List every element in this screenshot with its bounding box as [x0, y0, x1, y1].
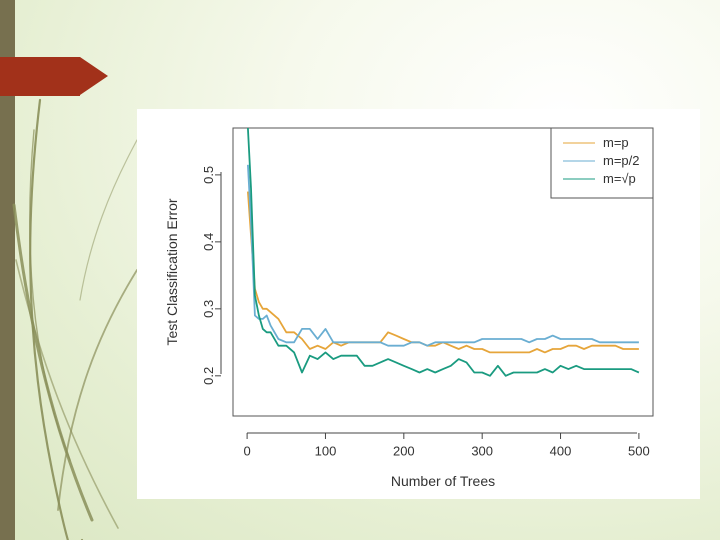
- series-line-2: [247, 127, 640, 377]
- legend-box: [550, 127, 654, 199]
- x-ticks: 0 100 200 300 400 500: [243, 433, 650, 459]
- series-line-0: [247, 191, 639, 354]
- series-lines: [247, 127, 640, 377]
- slide-title-tab: [0, 57, 108, 96]
- x-tick-label: 0: [243, 444, 250, 459]
- swoosh-line: [29, 98, 84, 540]
- legend-label-m-sqrt-p: m=√p: [603, 171, 636, 186]
- swoosh-line: [79, 139, 138, 301]
- x-tick-label: 500: [628, 444, 650, 459]
- series-line-1: [247, 164, 639, 347]
- legend: m=p m=p/2 m=√p: [550, 127, 654, 199]
- y-tick-label: 0.5: [201, 166, 216, 184]
- x-tick-label: 300: [471, 444, 493, 459]
- line-chart: 0 100 200 300 400 500 0.2 0.3 0.4 0.5 Number of …: [164, 127, 654, 489]
- swoosh-line: [12, 203, 94, 522]
- y-axis-label: Test Classification Error: [164, 198, 180, 345]
- legend-label-m-p2: m=p/2: [603, 153, 640, 168]
- swoosh-line: [29, 129, 71, 461]
- slide-side-bar: [0, 0, 15, 540]
- x-tick-label: 200: [393, 444, 415, 459]
- x-tick-label: 100: [315, 444, 337, 459]
- swoosh-line: [15, 259, 119, 529]
- swoosh-line: [57, 269, 138, 511]
- y-tick-label: 0.3: [201, 300, 216, 318]
- x-axis-label: Number of Trees: [391, 473, 495, 489]
- plot-frame: [232, 127, 654, 417]
- y-tick-label: 0.2: [201, 367, 216, 385]
- legend-label-m-p: m=p: [603, 135, 629, 150]
- y-tick-label: 0.4: [201, 233, 216, 251]
- y-ticks: 0.2 0.3 0.4 0.5: [201, 166, 221, 385]
- x-tick-label: 400: [550, 444, 572, 459]
- chart-panel: 0 100 200 300 400 500 0.2 0.3 0.4 0.5 Number of …: [137, 109, 700, 499]
